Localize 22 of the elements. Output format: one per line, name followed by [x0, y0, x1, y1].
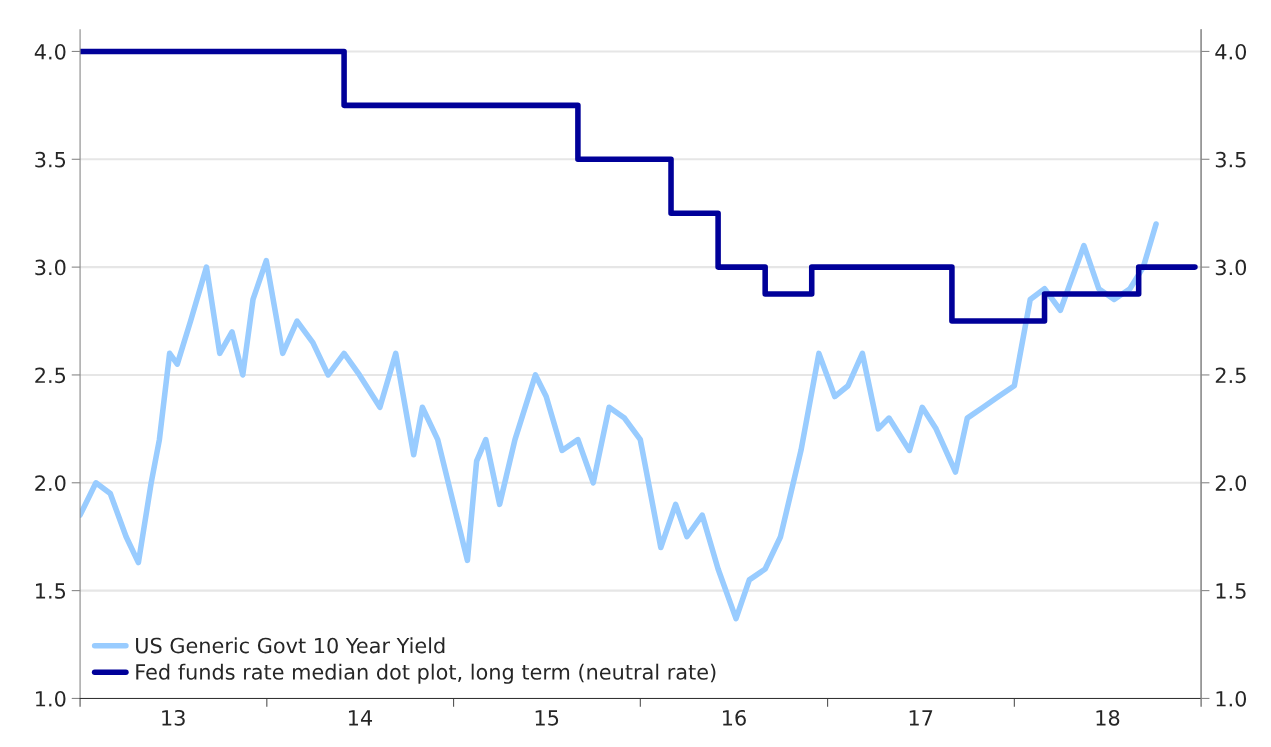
legend-label: Fed funds rate median dot plot, long term (neutral rate)	[136, 663, 716, 684]
y2-tick-label: 1.0	[1216, 690, 1247, 707]
x-tick-label: 14	[348, 710, 373, 726]
legend-label: US Generic Govt 10 Year Yield	[136, 637, 445, 654]
x-tick-label: 15	[535, 710, 559, 726]
y-tick-label: 4.0	[34, 43, 66, 60]
y2-tick-label: 4.0	[1215, 43, 1247, 60]
y2-tick-label: 2.5	[1215, 367, 1246, 384]
y2-tick-label: 1.5	[1216, 583, 1246, 599]
y-tick-label: 2.0	[35, 475, 66, 491]
y-tick-label: 3.0	[35, 259, 66, 276]
y2-tick-label: 3.0	[1215, 259, 1247, 276]
y-tick-label: 1.0	[36, 690, 66, 707]
y-tick-label: 1.5	[36, 583, 66, 599]
x-tick-label: 16	[722, 709, 746, 726]
y-tick-label: 2.5	[35, 367, 66, 384]
y2-tick-label: 2.0	[1215, 475, 1247, 491]
y2-tick-label: 3.5	[1215, 151, 1246, 168]
x-tick-label: 17	[909, 710, 933, 726]
y-tick-label: 3.5	[35, 151, 66, 168]
x-tick-label: 13	[162, 709, 185, 726]
x-tick-label: 18	[1096, 709, 1120, 726]
